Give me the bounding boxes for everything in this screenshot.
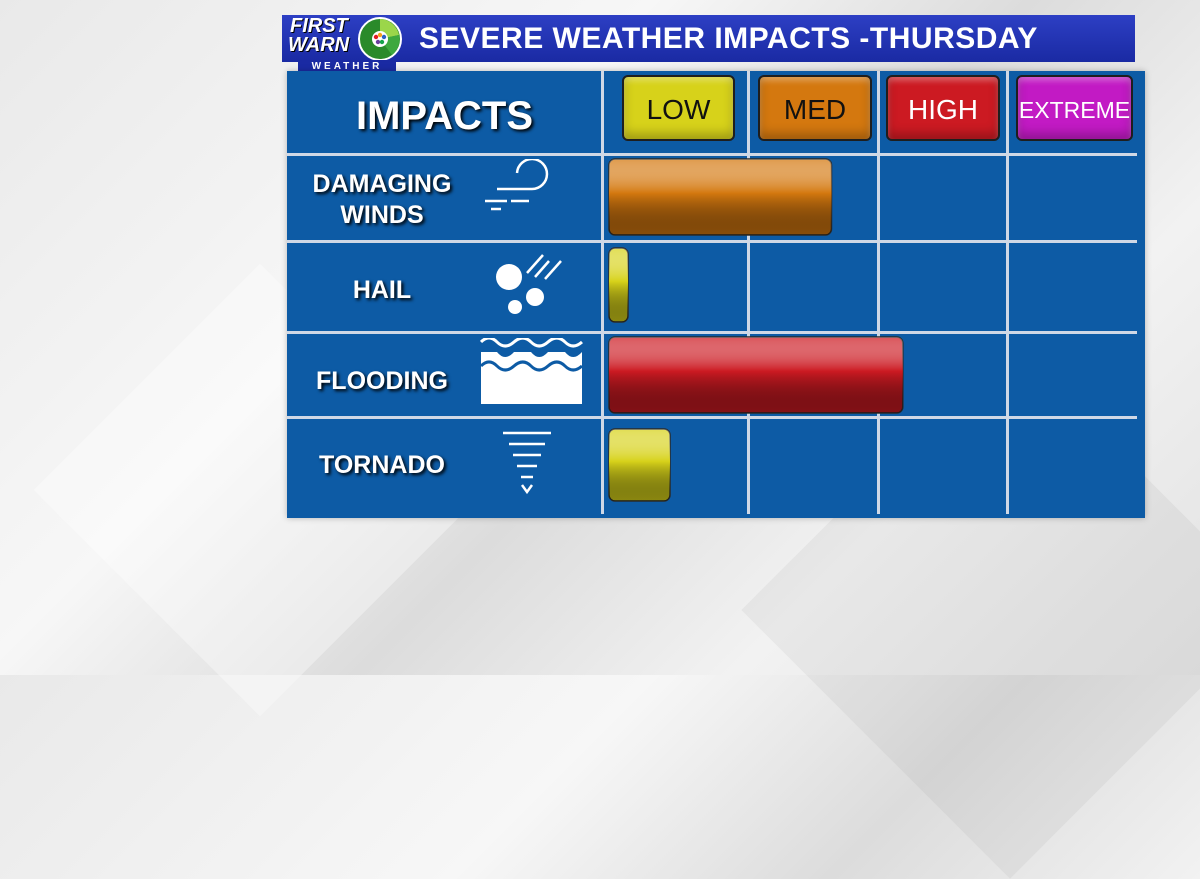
grid-line (287, 153, 1137, 156)
row-label-flooding: FLOODING (287, 366, 477, 397)
row-label-line: TORNADO (319, 451, 445, 479)
impacts-heading: IMPACTS (355, 94, 534, 138)
hail-icon (496, 254, 562, 314)
tornado-icon (503, 431, 551, 495)
bar-flooding (608, 336, 904, 414)
level-badge-low: LOW (622, 75, 735, 141)
first-warn-weather-logo: FIRST WARN WEATHER (282, 15, 408, 73)
title-bar: SEVERE WEATHER IMPACTS -THURSDAY (282, 15, 1135, 62)
row-label-line: WINDS (340, 201, 424, 229)
logo-weather-text: WEATHER (298, 60, 396, 73)
row-label-hail: HAIL (287, 275, 477, 306)
grid-line (287, 240, 1137, 243)
row-label-line: FLOODING (316, 367, 448, 395)
flood-icon (480, 338, 583, 404)
grid-line (1006, 71, 1009, 514)
grid-line (287, 331, 1137, 334)
bar-shading (609, 248, 628, 322)
row-label-tornado: TORNADO (287, 450, 477, 481)
grid-line (287, 416, 1137, 419)
page-title: SEVERE WEATHER IMPACTS -THURSDAY (419, 22, 1038, 55)
bar-damaging-winds (608, 158, 833, 236)
bar-shading (609, 429, 670, 501)
radar-peacock-icon (358, 17, 402, 61)
level-label: LOW (646, 94, 711, 125)
logo-first-text: FIRST (290, 15, 348, 37)
row-label-line: HAIL (352, 276, 412, 304)
logo-warn-text: WARN (288, 34, 350, 56)
level-badge-extreme: EXTREME (1016, 75, 1133, 141)
wind-icon (485, 159, 549, 211)
level-label: HIGH (908, 94, 978, 125)
row-label-damaging-winds: DAMAGING WINDS (287, 169, 477, 231)
level-label: MED (783, 94, 847, 125)
grid-line (601, 71, 604, 514)
level-badge-high: HIGH (886, 75, 1000, 141)
bar-tornado (608, 428, 671, 502)
row-label-line: DAMAGING (312, 170, 452, 198)
grid-line (877, 71, 880, 514)
level-badge-med: MED (758, 75, 872, 141)
level-label: EXTREME (1018, 97, 1131, 123)
bar-hail (608, 247, 629, 323)
grid-line (747, 71, 750, 514)
impacts-panel: IMPACTS LOW MED HIGH EXTREME DAMAGING WI… (287, 71, 1145, 518)
bar-shading (609, 159, 832, 235)
bar-shading (609, 337, 903, 413)
